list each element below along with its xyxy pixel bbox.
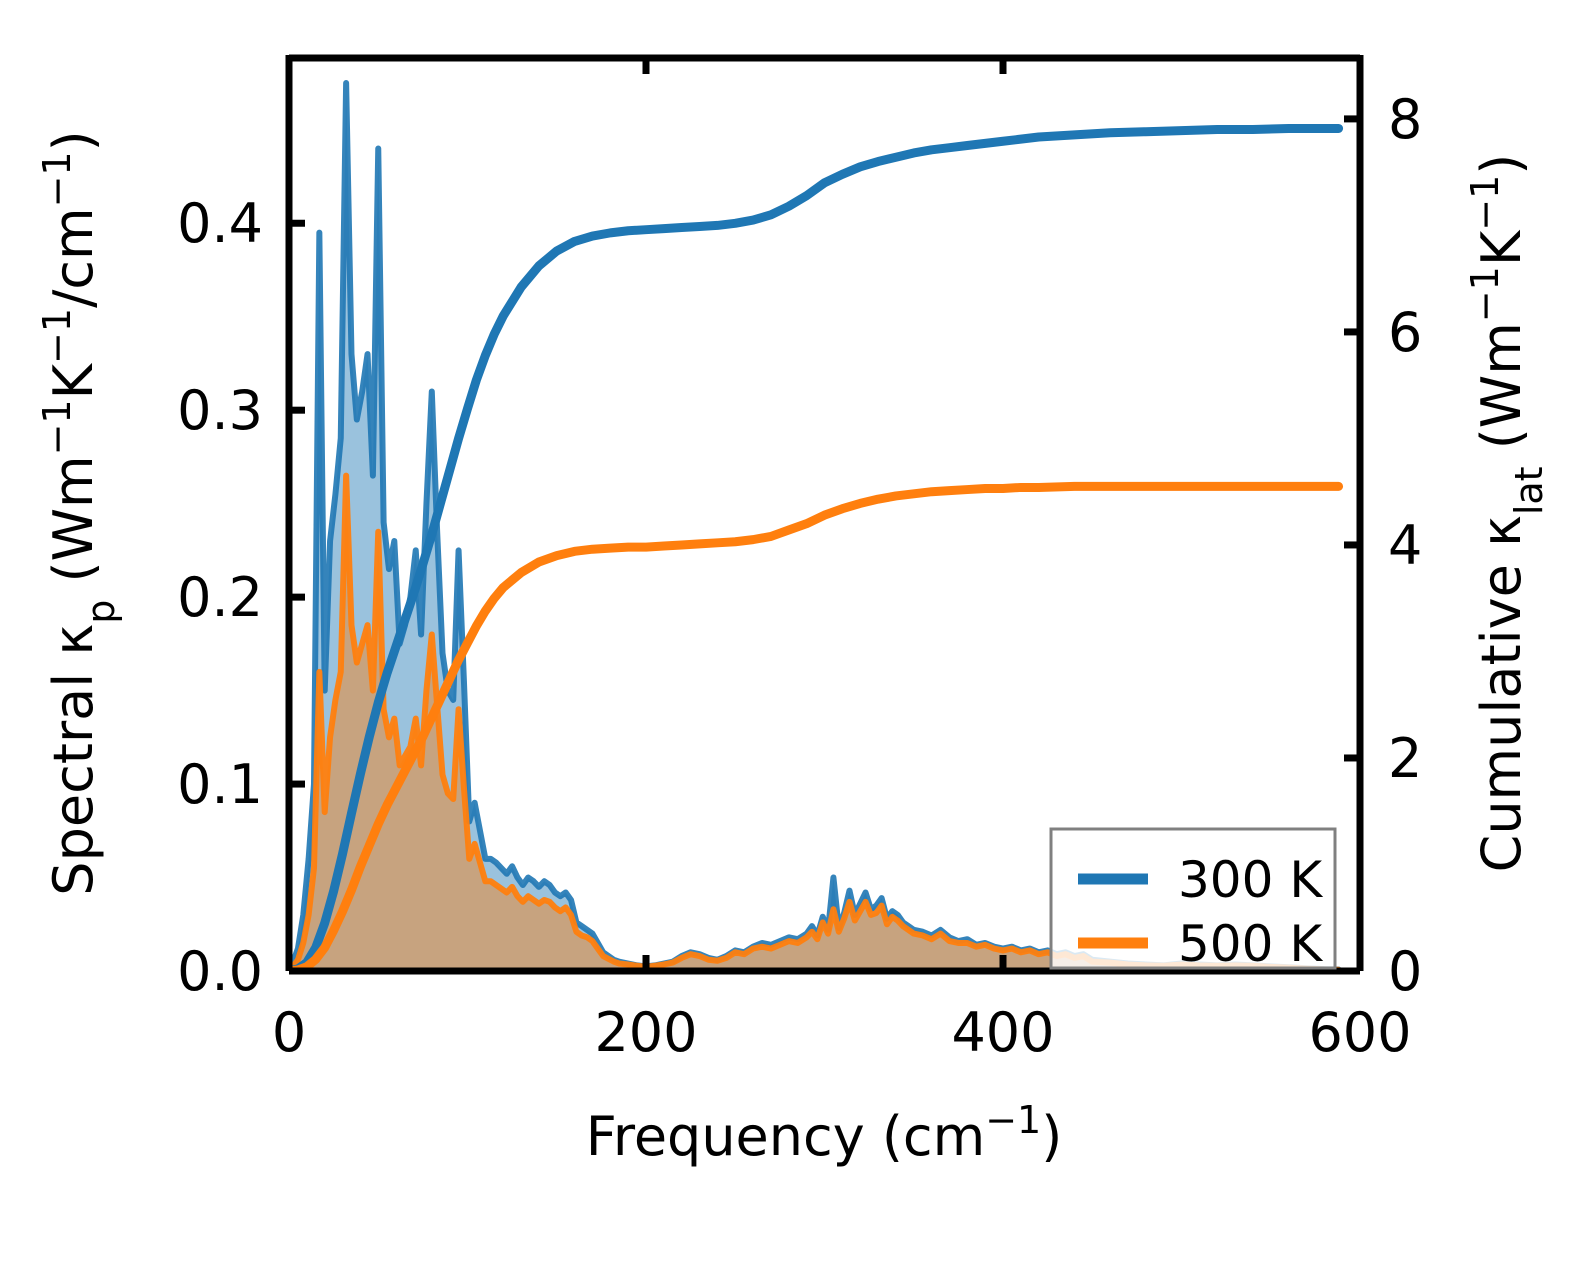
left-axis-tick-labels: 0.0 0.1 0.2 0.3 0.4 <box>177 192 263 1003</box>
legend-label-300k: 300 K <box>1178 851 1323 909</box>
bottom-tick-label: 400 <box>951 1001 1054 1064</box>
left-tick-label: 0.3 <box>177 379 263 442</box>
left-tick-label: 0.1 <box>177 753 263 816</box>
legend-item-300k[interactable]: 300 K <box>1078 851 1323 909</box>
area-fill-500k <box>292 475 1339 971</box>
cumulative-line-500k <box>289 481 1344 971</box>
area-fill-300k <box>292 83 1339 971</box>
x-axis-title: Frequency (cm−1) <box>586 1098 1063 1168</box>
legend-item-500k[interactable]: 500 K <box>1078 915 1323 973</box>
left-tick-label: 0.2 <box>177 566 263 629</box>
right-y-axis-title: Cumulative κlat (Wm−1K−1) <box>1463 154 1551 873</box>
cumulative-line-300k <box>289 123 1344 971</box>
bottom-tick-label: 600 <box>1308 1001 1411 1064</box>
bottom-axis-tick-labels: 0 200 400 600 <box>272 1001 1412 1064</box>
legend-label-500k: 500 K <box>1178 915 1323 973</box>
data-layer <box>289 80 1344 971</box>
right-axis-tick-labels: 0 2 4 6 8 <box>1388 88 1422 1003</box>
right-axis-ticks <box>1344 115 1360 975</box>
right-tick-label: 0 <box>1388 940 1422 1003</box>
bottom-tick-label: 200 <box>594 1001 697 1064</box>
legend[interactable]: 300 K 500 K <box>1049 827 1337 973</box>
right-tick-label: 6 <box>1388 301 1422 364</box>
left-tick-label: 0.0 <box>177 940 263 1003</box>
right-tick-label: 4 <box>1388 514 1422 577</box>
right-tick-label: 8 <box>1388 88 1422 151</box>
left-y-axis-title: Spectral κp (Wm−1K−1/cm−1) <box>35 130 123 895</box>
bottom-tick-label: 0 <box>272 1001 306 1064</box>
right-tick-label: 2 <box>1388 727 1422 790</box>
spectral-outline-500k <box>289 472 1342 971</box>
left-tick-label: 0.4 <box>177 192 263 255</box>
axis-spines <box>285 54 1364 975</box>
bottom-axis-ticks <box>285 58 1364 971</box>
